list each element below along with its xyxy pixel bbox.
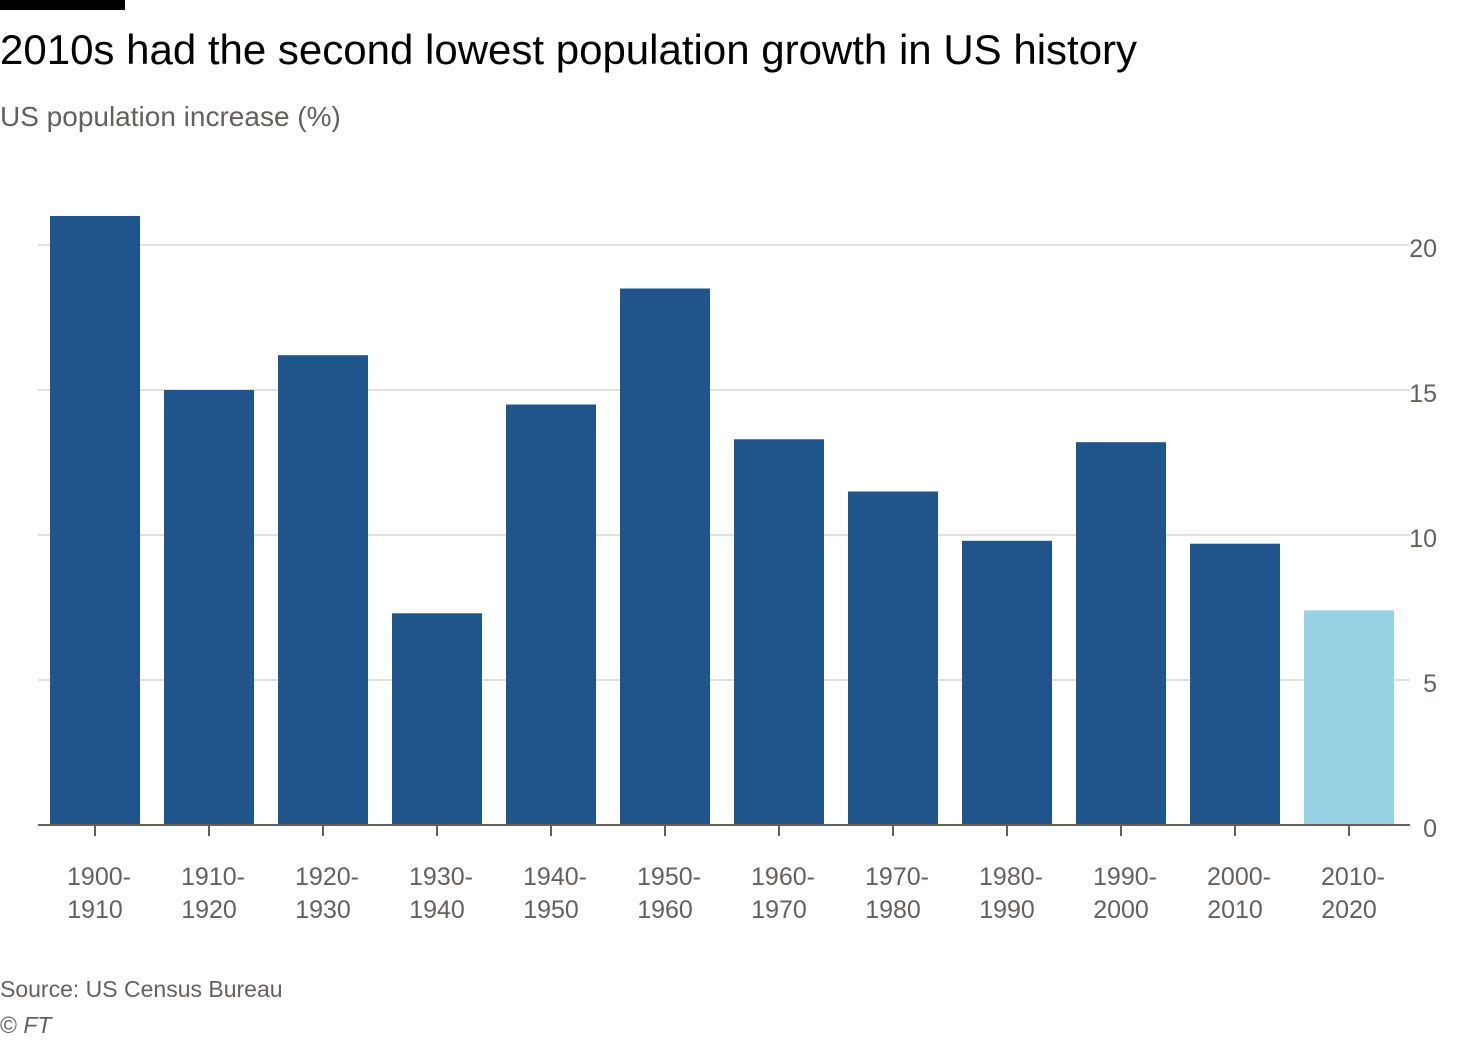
x-category-label-1960-1970: 1960-1970 xyxy=(751,863,815,924)
source-note: Source: US Census Bureau xyxy=(0,976,283,1002)
x-category-label-1940-1950: 1940-1950 xyxy=(523,863,587,924)
bar-1920-1930 xyxy=(278,355,368,825)
x-category-label-1920-1930: 1920-1930 xyxy=(295,863,359,924)
ft-brand-bar xyxy=(0,0,125,10)
bar-chart: 0 5 10 15 20 1900-1910 1910-1920 1920-1930 1930… xyxy=(38,216,1437,924)
bars xyxy=(50,216,1394,825)
y-tick-label-10: 10 xyxy=(1409,525,1437,553)
chart-subtitle: US population increase (%) xyxy=(0,101,341,132)
x-category-label-1910-1920: 1910-1920 xyxy=(181,863,245,924)
bar-1910-1920 xyxy=(164,390,254,825)
bar-1950-1960 xyxy=(620,288,710,825)
x-category-label-1900-1910: 1900-1910 xyxy=(67,863,131,924)
credit-name: FT xyxy=(23,1012,52,1038)
x-category-label-2000-2010: 2000-2010 xyxy=(1207,863,1271,924)
x-category-label-1980-1990: 1980-1990 xyxy=(979,863,1043,924)
x-category-label-1930-1940: 1930-1940 xyxy=(409,863,473,924)
bar-1990-2000 xyxy=(1076,442,1166,825)
bar-1940-1950 xyxy=(506,404,596,825)
y-tick-label-20: 20 xyxy=(1409,235,1437,263)
y-axis-tick-labels: 0 5 10 15 20 xyxy=(1409,235,1437,843)
bar-2010-2020 xyxy=(1304,610,1394,825)
bar-1980-1990 xyxy=(962,540,1052,825)
gridlines xyxy=(38,244,1410,681)
copyright-credit: © FT xyxy=(0,1012,51,1039)
chart-title: 2010s had the second lowest population g… xyxy=(0,26,1138,73)
copyright-symbol: © xyxy=(0,1012,17,1038)
bar-1970-1980 xyxy=(848,491,938,825)
bar-2000-2010 xyxy=(1190,543,1280,825)
x-category-label-1990-2000: 1990-2000 xyxy=(1093,863,1157,924)
x-category-label-1970-1980: 1970-1980 xyxy=(865,863,929,924)
y-tick-label-15: 15 xyxy=(1409,380,1437,408)
bar-1930-1940 xyxy=(392,613,482,825)
x-axis-category-labels: 1900-1910 1910-1920 1920-1930 1930-1940 1940… xyxy=(67,863,1385,924)
x-axis xyxy=(38,824,1410,836)
x-category-label-2010-2020: 2010-2020 xyxy=(1321,863,1385,924)
y-tick-label-5: 5 xyxy=(1423,670,1437,698)
bar-1960-1970 xyxy=(734,439,824,825)
y-tick-label-0: 0 xyxy=(1423,815,1437,843)
bar-1900-1910 xyxy=(50,216,140,825)
x-category-label-1950-1960: 1950-1960 xyxy=(637,863,701,924)
